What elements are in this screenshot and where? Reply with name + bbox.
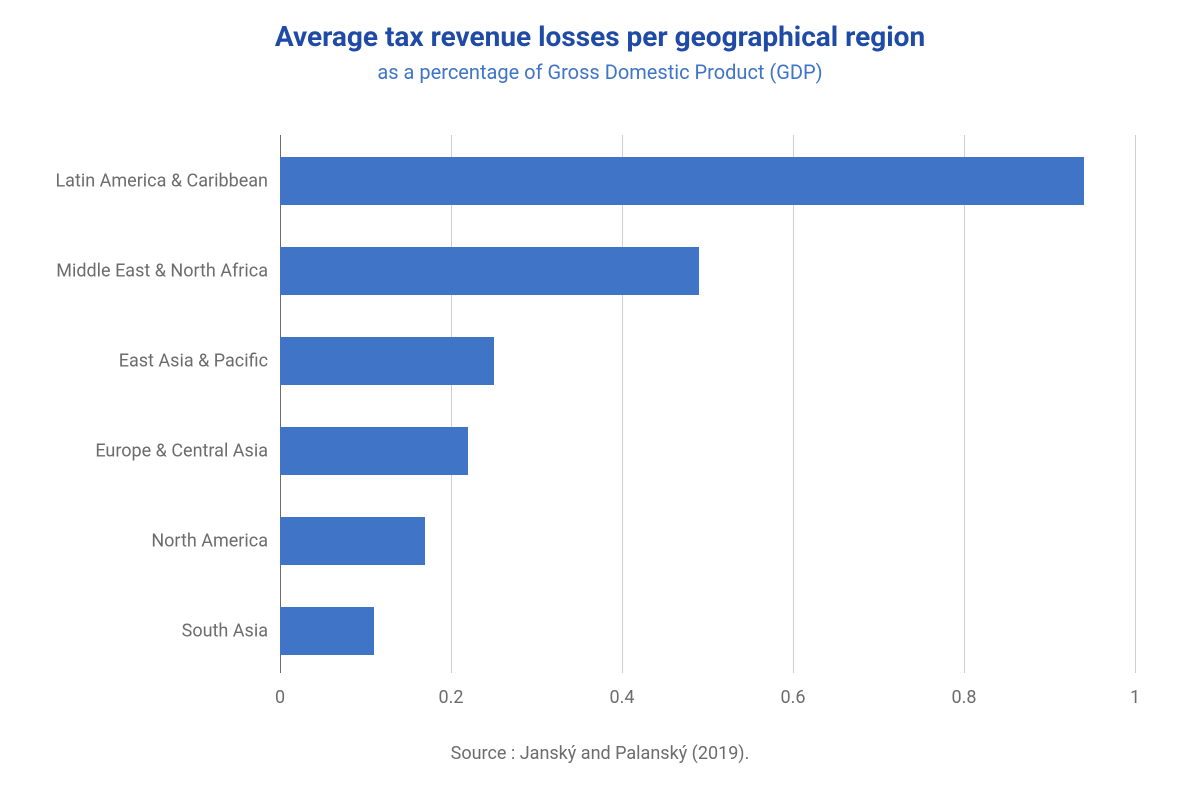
x-tick-label: 0.2 — [439, 687, 464, 708]
gridline — [964, 135, 965, 673]
gridline — [1135, 135, 1136, 673]
gridline — [451, 135, 452, 673]
bar-row — [280, 517, 1135, 565]
y-axis-label: Europe & Central Asia — [8, 441, 268, 462]
bar — [280, 607, 374, 655]
bar-row — [280, 157, 1135, 205]
x-tick-label: 0.6 — [781, 687, 806, 708]
bar — [280, 427, 468, 475]
bar — [280, 157, 1084, 205]
bar — [280, 337, 494, 385]
chart-title: Average tax revenue losses per geographi… — [40, 20, 1160, 54]
bar — [280, 247, 699, 295]
bar-row — [280, 427, 1135, 475]
bar-row — [280, 337, 1135, 385]
chart-plot-wrap: 00.20.40.60.81 Latin America & Caribbean… — [0, 135, 1200, 733]
chart-plot-area: 00.20.40.60.81 — [280, 135, 1135, 673]
x-tick-label: 0.4 — [610, 687, 635, 708]
chart-container: Average tax revenue losses per geographi… — [0, 0, 1200, 800]
gridline — [622, 135, 623, 673]
bar — [280, 517, 425, 565]
y-axis-label: South Asia — [8, 621, 268, 642]
y-axis-label: Middle East & North Africa — [8, 261, 268, 282]
bar-row — [280, 607, 1135, 655]
chart-subtitle: as a percentage of Gross Domestic Produc… — [40, 60, 1160, 84]
bar-row — [280, 247, 1135, 295]
x-tick-label: 0.8 — [952, 687, 977, 708]
x-tick-label: 1 — [1130, 687, 1140, 708]
gridline — [793, 135, 794, 673]
x-tick-label: 0 — [275, 687, 285, 708]
y-axis-label: East Asia & Pacific — [8, 351, 268, 372]
y-axis-label: Latin America & Caribbean — [8, 171, 268, 192]
y-axis-label: North America — [8, 531, 268, 552]
chart-source: Source : Janský and Palanský (2019). — [0, 743, 1200, 764]
y-axis-line — [280, 135, 281, 673]
